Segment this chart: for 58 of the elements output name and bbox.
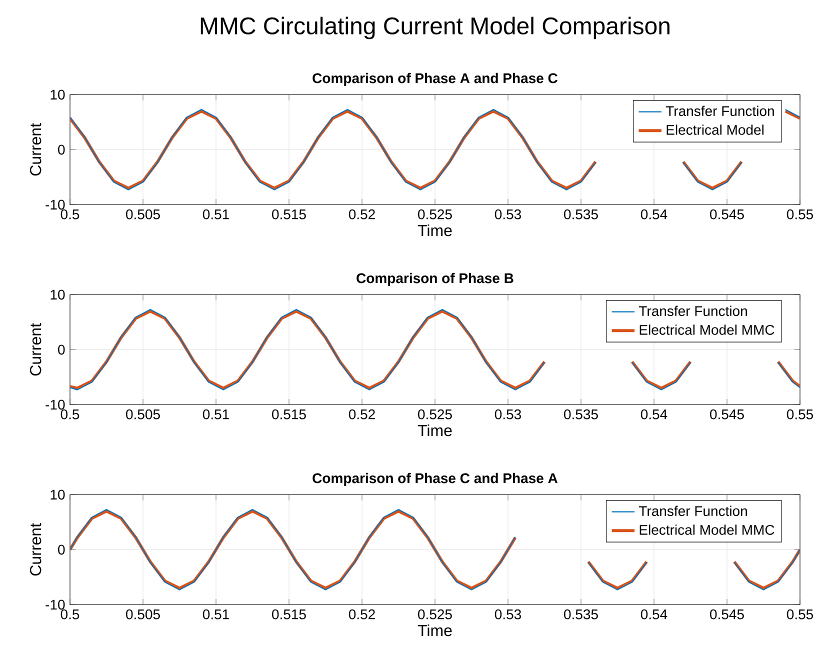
chart-title: Comparison of Phase A and Phase C <box>312 73 558 86</box>
text: MMC Circulating Current Model Comparison <box>200 16 670 40</box>
y-tick-label: 10 <box>50 490 65 500</box>
x-tick-label: 0.51 <box>202 210 229 220</box>
x-axis-title: Time <box>418 624 452 636</box>
legend-label: Transfer Function <box>666 106 774 116</box>
x-tick-label: 0.515 <box>272 410 306 420</box>
x-tick-label: 0.52 <box>348 210 375 220</box>
legend-label: Transfer Function <box>638 506 747 516</box>
x-tick-label: 0.55 <box>786 610 814 620</box>
y-axis-title: Current <box>30 523 42 576</box>
y-tick-label: 0 <box>58 144 65 155</box>
x-tick-label: 0.5 <box>60 610 80 620</box>
legend-label: Electrical Model MMC <box>640 524 774 536</box>
x-tick-label: 0.52 <box>348 410 375 420</box>
y-tick-label: 0 <box>58 544 65 555</box>
x-tick-label: 0.515 <box>272 610 306 620</box>
y-axis-title: Current <box>30 323 42 376</box>
x-tick-label: 0.5 <box>60 210 80 220</box>
x-tick-label: 0.535 <box>564 210 598 220</box>
x-tick-label: 0.545 <box>710 210 744 220</box>
legend-label: Electrical Model <box>666 124 764 136</box>
x-tick-label: 0.5 <box>60 410 80 420</box>
x-tick-label: 0.505 <box>126 210 160 220</box>
x-tick-label: 0.53 <box>494 210 522 220</box>
x-tick-label: 0.53 <box>494 410 522 420</box>
x-tick-label: 0.535 <box>564 610 598 620</box>
legend-label: Transfer Function <box>638 306 747 316</box>
chart-title: Comparison of Phase C and Phase A <box>312 473 558 486</box>
y-tick-label: 10 <box>50 290 65 300</box>
x-tick-label: 0.54 <box>640 610 668 620</box>
x-tick-label: 0.545 <box>710 610 744 620</box>
legend-label: Electrical Model MMC <box>640 324 774 336</box>
x-axis-title: Time <box>418 424 452 436</box>
chart-title: Comparison of Phase B <box>356 273 514 286</box>
y-tick-label: 10 <box>50 90 65 100</box>
x-tick-label: 0.55 <box>786 410 814 420</box>
x-axis-title: Time <box>418 224 452 236</box>
x-tick-label: 0.535 <box>564 410 598 420</box>
x-tick-label: 0.51 <box>202 610 229 620</box>
x-tick-label: 0.55 <box>786 210 814 220</box>
x-tick-label: 0.505 <box>126 410 160 420</box>
y-axis-title: Current <box>30 123 42 176</box>
y-tick-label: -10 <box>46 200 65 210</box>
x-tick-label: 0.53 <box>494 610 522 620</box>
x-tick-label: 0.505 <box>126 610 160 620</box>
y-tick-label: -10 <box>46 400 65 410</box>
y-tick-label: 0 <box>58 344 65 355</box>
x-tick-label: 0.52 <box>348 610 375 620</box>
x-tick-label: 0.54 <box>640 210 668 220</box>
y-tick-label: -10 <box>46 600 65 610</box>
x-tick-label: 0.525 <box>418 410 452 420</box>
x-tick-label: 0.51 <box>202 410 229 420</box>
x-tick-label: 0.54 <box>640 410 668 420</box>
x-tick-label: 0.525 <box>418 610 452 620</box>
x-tick-label: 0.545 <box>710 410 744 420</box>
x-tick-label: 0.525 <box>418 210 452 220</box>
x-tick-label: 0.515 <box>272 210 306 220</box>
